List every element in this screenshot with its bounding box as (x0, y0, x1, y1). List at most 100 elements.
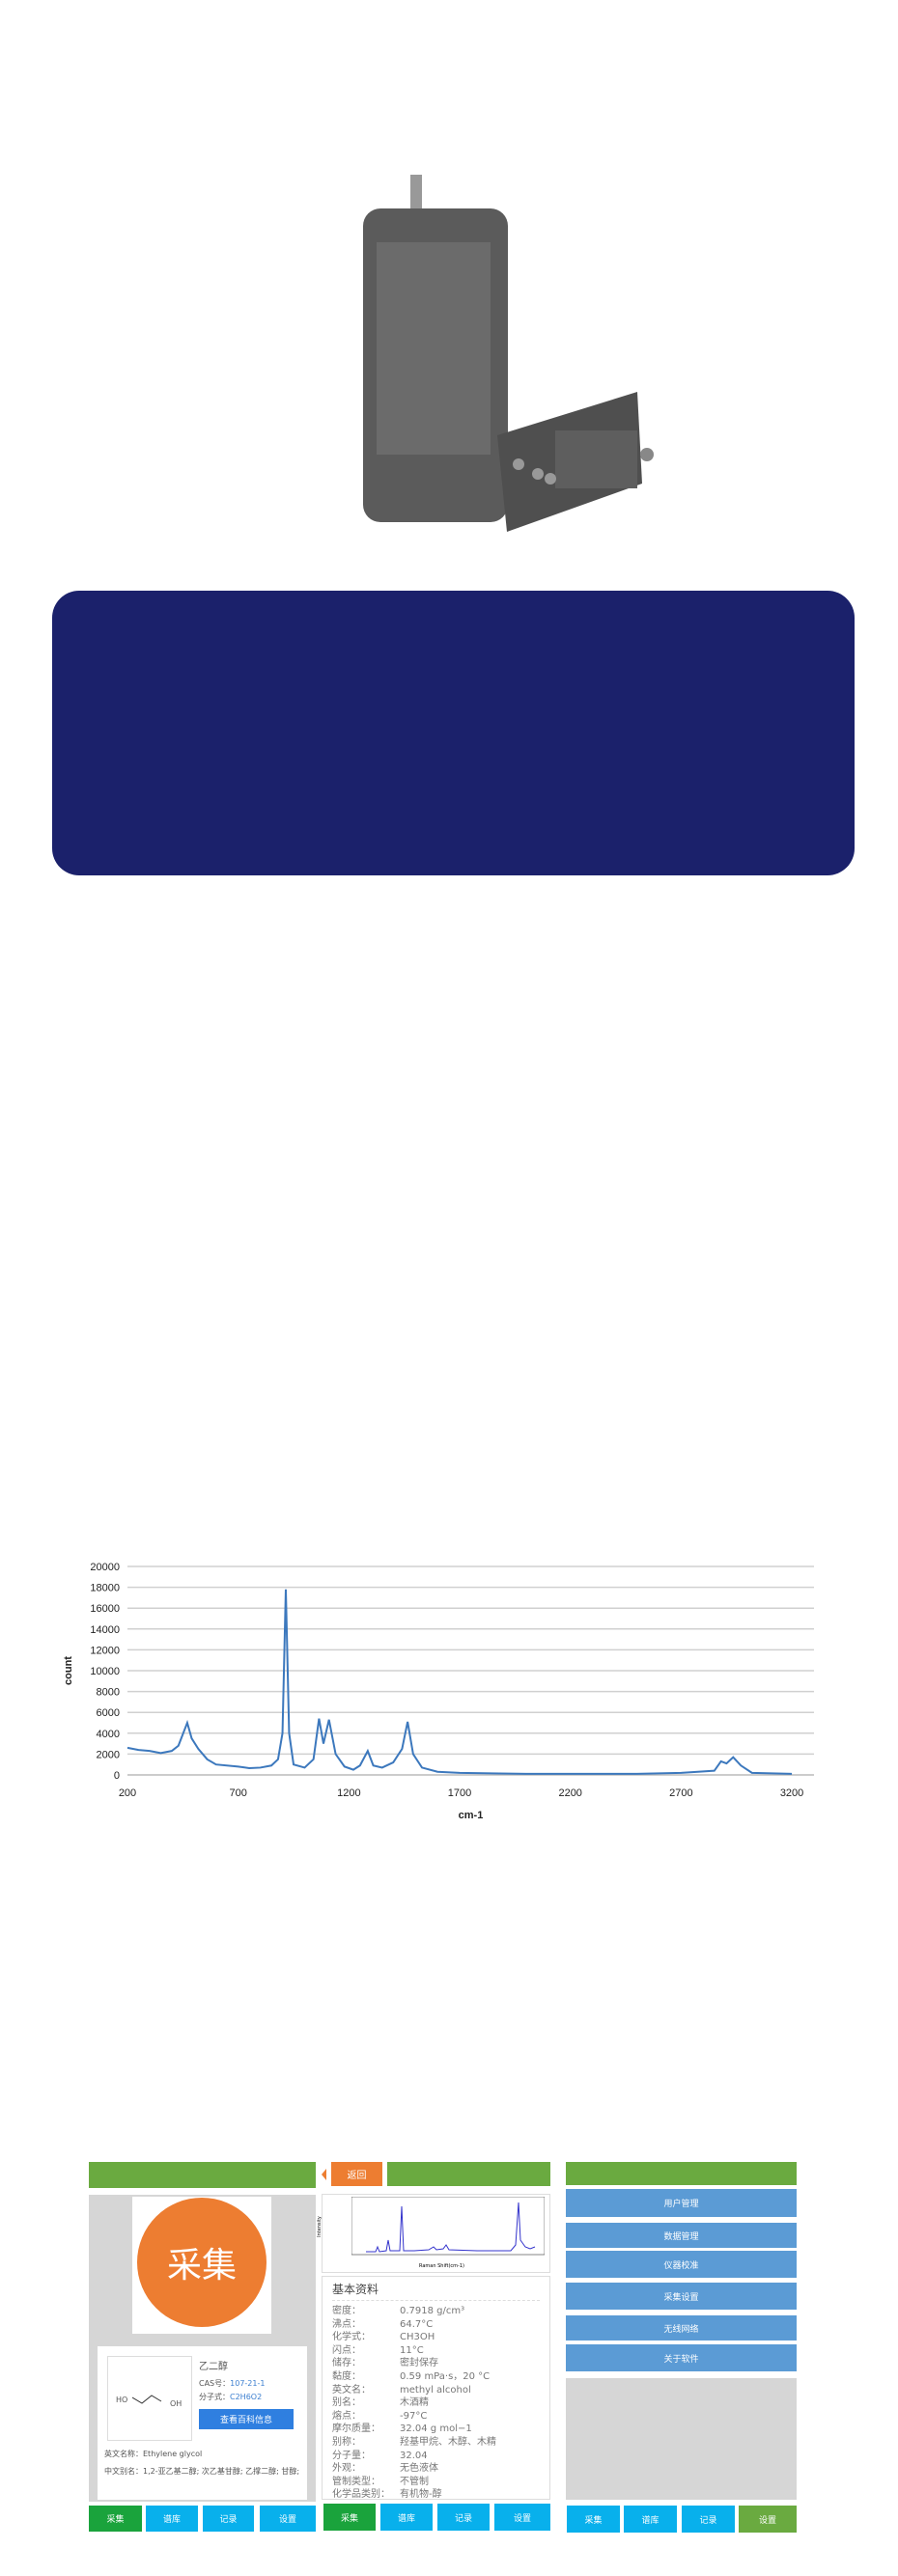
x-tick-label: 200 (119, 1787, 136, 1799)
y-tick-label: 0 (114, 1770, 120, 1782)
info-row: 别称： 羟基甲烷、木醇、木精 (332, 2436, 540, 2450)
cas-label: CAS号： (199, 2379, 231, 2388)
y-tick-label: 18000 (90, 1583, 120, 1594)
info-row: 熔点： -97°C (332, 2410, 540, 2424)
screen1-header (89, 2162, 316, 2188)
info-key: 摩尔质量： (332, 2424, 380, 2435)
tab-records[interactable]: 记录 (203, 2506, 254, 2532)
tab-library[interactable]: 谱库 (380, 2504, 433, 2531)
info-row: 英文名： methyl alcohol (332, 2384, 540, 2397)
bond-lines (132, 2395, 162, 2404)
x-tick-label: 1700 (448, 1787, 471, 1799)
back-arrow-icon[interactable] (322, 2169, 326, 2180)
info-key: 外观： (332, 2463, 361, 2475)
info-value: 0.59 mPa·s，20 °C (400, 2370, 491, 2382)
info-value: 32.04 g mol−1 (400, 2424, 472, 2435)
info-row: 化学式： CH3OH (332, 2331, 540, 2344)
y-tick-label: 16000 (90, 1603, 120, 1615)
info-row: 密度： 0.7918 g/cm³ (332, 2305, 540, 2318)
y-tick-label: 2000 (97, 1749, 120, 1760)
menu-about-software[interactable]: 关于软件 (566, 2344, 797, 2371)
structure-label-ho: HO (116, 2396, 128, 2404)
tab-settings[interactable]: 设置 (260, 2506, 316, 2532)
info-key: 别称： (332, 2436, 361, 2448)
tab-collect[interactable]: 采集 (89, 2506, 142, 2532)
info-row: 沸点： 64.7°C (332, 2318, 540, 2332)
info-row: 黏度： 0.59 mPa·s，20 °C (332, 2370, 540, 2384)
info-row: 分子量： 32.04 (332, 2450, 540, 2463)
y-tick-label: 8000 (97, 1687, 120, 1699)
x-axis-label: cm-1 (459, 1810, 484, 1821)
info-value: 64.7°C (400, 2318, 434, 2330)
info-value: CH3OH (400, 2332, 435, 2343)
info-value: 不管制 (400, 2476, 429, 2487)
raman-spectrum-chart: 0 2000 4000 6000 8000 10000 12000 14000 16000 180… (63, 1562, 814, 1821)
y-tick-label: 12000 (90, 1645, 120, 1656)
tab-collect[interactable]: 采集 (567, 2506, 620, 2533)
info-value: 11°C (400, 2344, 424, 2356)
menu-data-management[interactable]: 数据管理 (566, 2223, 797, 2248)
spectrum-ylabel: Intensity (316, 2216, 323, 2237)
screen2-header (387, 2162, 550, 2186)
info-row: 储存： 密封保存 (332, 2357, 540, 2370)
tab-library[interactable]: 谱库 (624, 2506, 677, 2533)
structure-label-oh: OH (170, 2399, 182, 2408)
info-value: methyl alcohol (400, 2384, 471, 2396)
spectrum-thumbnail: Intensity Raman Shift(cm-1) (317, 2194, 550, 2273)
info-row: 闪点： 11°C (332, 2344, 540, 2358)
tab-records[interactable]: 记录 (682, 2506, 735, 2533)
menu-acquisition-settings[interactable]: 采集设置 (566, 2283, 797, 2310)
formula-value: C2H6O2 (230, 2393, 263, 2401)
y-tick-label: 4000 (97, 1729, 120, 1740)
info-key: 英文名： (332, 2384, 371, 2396)
compound-card: HO OH 乙二醇 CAS号：107-21-1 分子式：C2H6O2 查看百科信… (98, 2346, 307, 2500)
alias-label: 中文别名： (104, 2467, 143, 2476)
info-key: 化学式： (332, 2332, 371, 2343)
menu-wireless-network[interactable]: 无线网络 (566, 2315, 797, 2341)
menu-user-management[interactable]: 用户管理 (566, 2189, 797, 2217)
info-key: 管制类型： (332, 2476, 380, 2487)
structure-image: HO OH (107, 2356, 192, 2441)
collect-button[interactable]: 采集 (137, 2198, 267, 2327)
basic-info-panel: 基本资料 密度： 0.7918 g/cm³ 沸点： 64.7°C 化学式： CH3OH 闪点… (322, 2276, 550, 2500)
info-key: 闪点： (332, 2344, 361, 2356)
y-tick-label: 6000 (97, 1707, 120, 1719)
spectrum-plot (351, 2197, 545, 2256)
back-button[interactable]: 返回 (331, 2162, 382, 2186)
info-key: 化学品类别： (332, 2489, 390, 2501)
info-value: -97°C (400, 2410, 428, 2422)
english-label: 英文名称： (104, 2450, 143, 2458)
navy-banner (52, 591, 855, 875)
cas-value: 107-21-1 (230, 2379, 266, 2388)
screen3-header (566, 2162, 797, 2185)
info-row: 化学品类别： 有机物-醇 (332, 2488, 540, 2502)
spectrum-line (126, 1589, 793, 1775)
x-tick-label: 1200 (337, 1787, 360, 1799)
y-tick-label: 20000 (90, 1562, 120, 1573)
menu-instrument-calibration[interactable]: 仪器校准 (566, 2251, 797, 2278)
info-key: 熔点： (332, 2410, 361, 2422)
tab-settings[interactable]: 设置 (494, 2504, 550, 2531)
tab-settings[interactable]: 设置 (739, 2506, 797, 2533)
x-tick-label: 2200 (558, 1787, 581, 1799)
info-key: 黏度： (332, 2370, 361, 2382)
info-value: 0.7918 g/cm³ (400, 2306, 465, 2316)
english-value: Ethylene glycol (143, 2450, 203, 2458)
info-value: 无色液体 (400, 2463, 438, 2475)
info-value: 有机物-醇 (400, 2489, 442, 2501)
info-row: 管制类型： 不管制 (332, 2476, 540, 2489)
info-value: 密封保存 (400, 2358, 438, 2369)
info-key: 沸点： (332, 2318, 361, 2330)
info-value: 羟基甲烷、木醇、木精 (400, 2436, 496, 2448)
y-tick-label: 10000 (90, 1666, 120, 1677)
tab-library[interactable]: 谱库 (146, 2506, 198, 2532)
tab-collect[interactable]: 采集 (323, 2504, 376, 2531)
formula-label: 分子式： (199, 2393, 230, 2401)
baike-button[interactable]: 查看百科信息 (199, 2409, 294, 2429)
compound-name: 乙二醇 (199, 2362, 228, 2372)
x-tick-label: 2700 (669, 1787, 692, 1799)
tab-records[interactable]: 记录 (437, 2504, 490, 2531)
info-row: 摩尔质量： 32.04 g mol−1 (332, 2423, 540, 2436)
info-value: 32.04 (400, 2450, 428, 2461)
info-value: 木酒精 (400, 2397, 429, 2409)
